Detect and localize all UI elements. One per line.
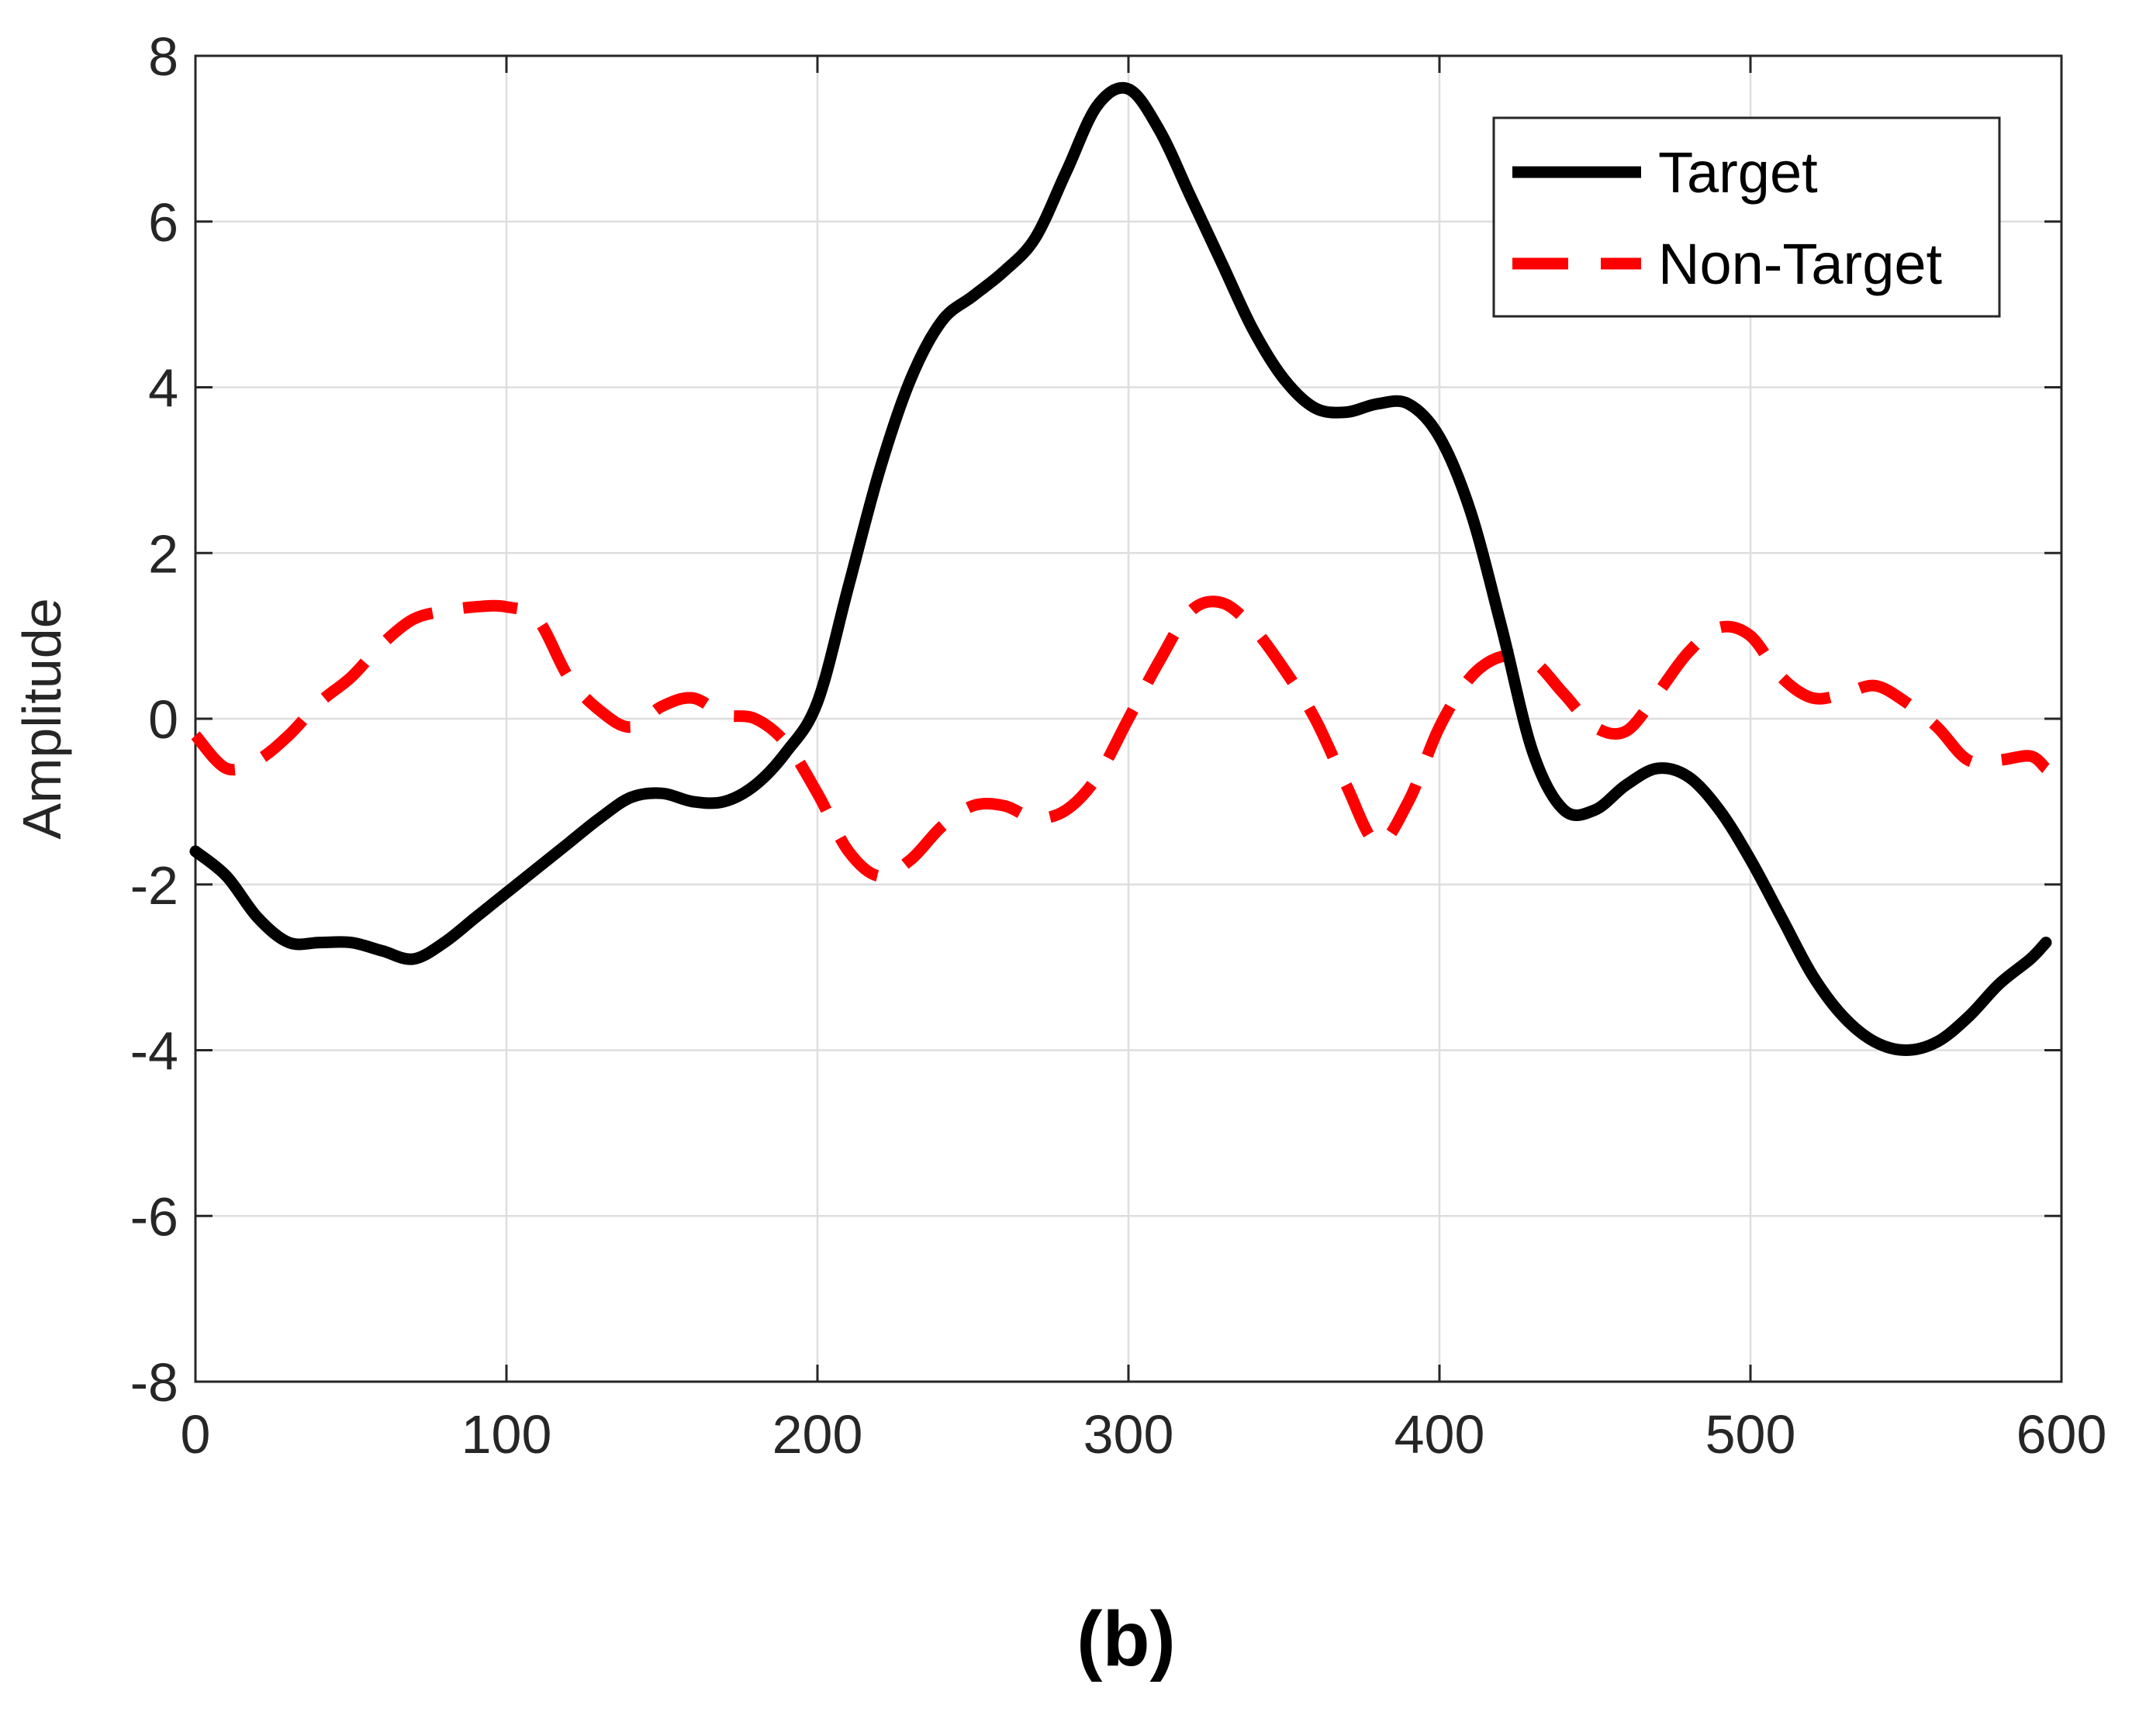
series-line-non-target	[191, 595, 2051, 882]
y-tick-label: 8	[148, 26, 178, 87]
y-tick-label: -2	[130, 855, 178, 916]
y-tick-label: 4	[148, 358, 178, 419]
series-layer	[189, 81, 2052, 1056]
figure-caption: (b)	[1076, 1596, 1176, 1683]
series-line-target	[189, 81, 2052, 1056]
y-tick-label: -6	[130, 1186, 178, 1247]
x-tick-label: 300	[1083, 1404, 1174, 1465]
y-tick-label: -8	[130, 1352, 178, 1413]
legend-entry-non-target: Non-Target	[1658, 232, 1943, 296]
tick-labels: 0 100 200 300 400 500 600 -8 -6 -4 -2 0 2 4 6 8	[130, 26, 2107, 1465]
x-tick-label: 600	[2016, 1404, 2107, 1465]
x-tick-label: 200	[772, 1404, 863, 1465]
y-tick-label: 0	[148, 689, 178, 750]
legend: Target Non-Target	[1492, 116, 2001, 318]
x-tick-label: 400	[1394, 1404, 1485, 1465]
y-tick-label: 2	[148, 523, 178, 584]
y-axis-label: Amplitude	[12, 598, 72, 839]
legend-entry-target: Target	[1658, 140, 1818, 205]
x-tick-label: 500	[1705, 1404, 1796, 1465]
y-tick-label: 6	[148, 192, 178, 253]
x-tick-label: 100	[461, 1404, 552, 1465]
x-tick-label: 0	[181, 1404, 211, 1465]
legend-box	[1492, 116, 2001, 318]
axis-ticks	[194, 54, 2063, 1383]
y-tick-label: -4	[130, 1021, 178, 1082]
